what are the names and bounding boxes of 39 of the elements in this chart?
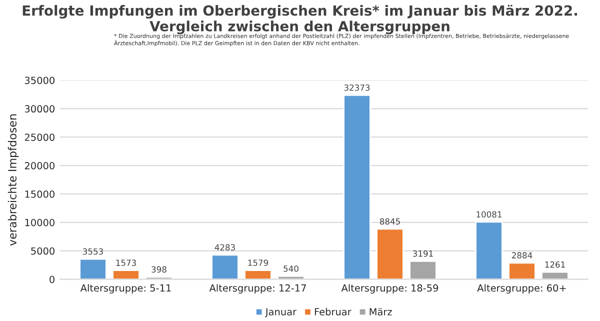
bar bbox=[343, 94, 371, 280]
legend-label: März bbox=[370, 308, 392, 316]
data-label: 2884 bbox=[512, 252, 532, 258]
bar bbox=[541, 271, 569, 280]
bar bbox=[409, 260, 437, 280]
x-tick-label: Altersgruppe: 60+ bbox=[477, 284, 566, 294]
data-label: 3191 bbox=[413, 250, 433, 257]
x-tick-label: Altersgruppe: 12-17 bbox=[209, 284, 306, 294]
y-tick-label: 0 bbox=[50, 276, 54, 284]
y-axis-title: verabreichte Impfdosen bbox=[8, 114, 19, 246]
legend-label: Februar bbox=[314, 308, 352, 316]
data-label: 32373 bbox=[344, 84, 370, 91]
data-label: 540 bbox=[284, 266, 298, 272]
x-tick-label: Altersgruppe: 18-59 bbox=[341, 284, 438, 294]
bar bbox=[112, 270, 140, 280]
bar bbox=[508, 262, 536, 280]
chart-title: Erfolgte Impfungen im Oberbergischen Kreis* im Januar bis März 2022. Vergleich zwischen den Altersgruppen bbox=[22, 4, 577, 34]
y-tick-label: 35000 bbox=[24, 76, 54, 84]
bar bbox=[376, 228, 404, 280]
bar bbox=[79, 258, 107, 280]
y-tick-label: 20000 bbox=[24, 162, 54, 170]
y-tick-label: 15000 bbox=[25, 190, 54, 198]
y-tick-label: 30000 bbox=[24, 105, 54, 113]
x-tick-label: Altersgruppe: 5-11 bbox=[80, 284, 171, 294]
y-tick-label: 25000 bbox=[24, 134, 54, 141]
data-label: 3553 bbox=[83, 248, 103, 255]
data-label: 4283 bbox=[214, 244, 235, 251]
data-label: 1261 bbox=[545, 261, 565, 268]
data-label: 1573 bbox=[116, 260, 136, 266]
bar bbox=[244, 270, 272, 280]
data-label: 10081 bbox=[476, 211, 502, 218]
data-label: 1579 bbox=[248, 260, 268, 266]
bar bbox=[211, 254, 239, 280]
bar bbox=[475, 221, 503, 280]
legend-label: Januar bbox=[264, 308, 297, 318]
y-tick-label: 5000 bbox=[31, 247, 54, 255]
y-tick-label: 10000 bbox=[25, 218, 54, 226]
data-label: 8845 bbox=[380, 218, 400, 225]
data-label: 398 bbox=[152, 266, 166, 273]
